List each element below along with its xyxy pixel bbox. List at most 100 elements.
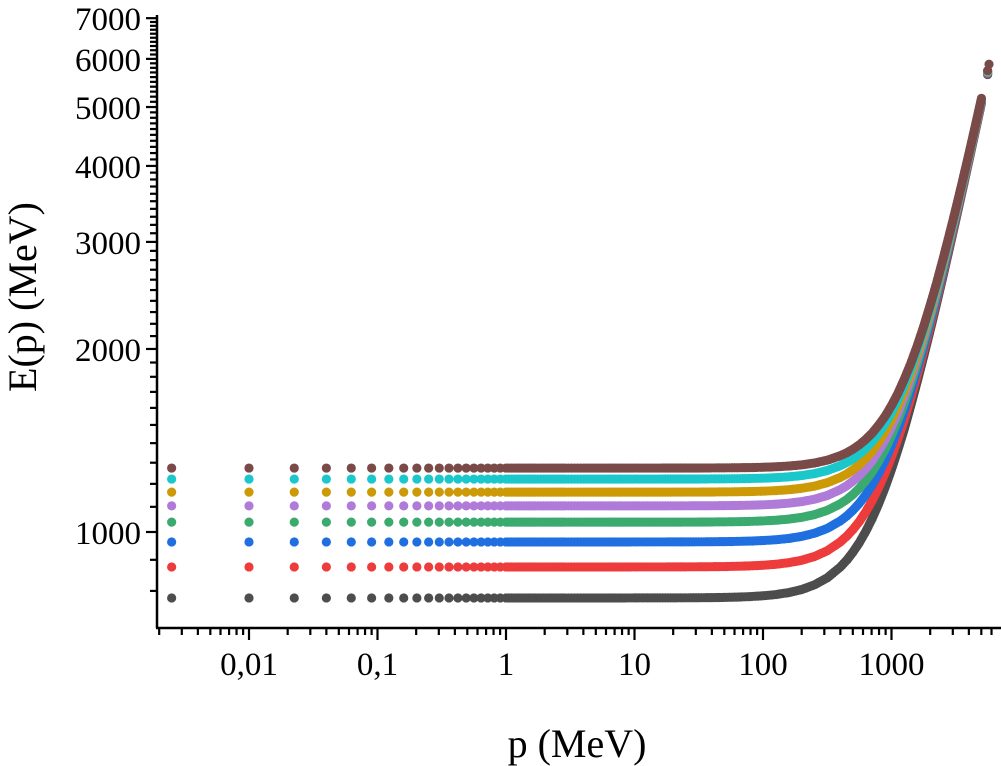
data-point (434, 517, 444, 527)
data-point (469, 517, 479, 527)
data-point (483, 562, 493, 572)
data-point (476, 501, 486, 511)
data-point (412, 593, 422, 603)
data-point (346, 463, 356, 473)
data-point (483, 537, 493, 547)
data-point (289, 487, 299, 497)
data-point (469, 593, 479, 603)
data-point (289, 463, 299, 473)
series-7 (167, 66, 993, 484)
x-axis-title: p (MeV) (508, 721, 647, 766)
data-point (399, 593, 409, 603)
data-point (434, 537, 444, 547)
data-point (384, 463, 394, 473)
data-point (984, 59, 994, 69)
y-tick-label: 3000 (75, 226, 141, 262)
y-axis-title: E(p) (MeV) (0, 202, 45, 392)
data-point (321, 517, 331, 527)
data-point (476, 474, 486, 484)
data-point (476, 517, 486, 527)
data-point (469, 463, 479, 473)
data-point (399, 487, 409, 497)
data-point (444, 593, 454, 603)
data-point (412, 517, 422, 527)
data-point (453, 517, 463, 527)
data-point (461, 463, 471, 473)
data-point (412, 463, 422, 473)
data-point (424, 501, 434, 511)
x-tick-label: 1000 (859, 647, 925, 683)
data-point (483, 487, 493, 497)
data-point (384, 474, 394, 484)
data-point (412, 562, 422, 572)
data-point (244, 593, 254, 603)
data-point (167, 517, 177, 527)
data-point (424, 562, 434, 572)
series-8 (167, 59, 994, 473)
data-point (244, 537, 254, 547)
data-point (444, 501, 454, 511)
data-point (483, 501, 493, 511)
data-point (167, 562, 177, 572)
data-point (461, 517, 471, 527)
y-tick-label: 6000 (75, 43, 141, 79)
data-point (469, 537, 479, 547)
data-point (483, 463, 493, 473)
data-point (476, 463, 486, 473)
data-point (453, 501, 463, 511)
data-point (367, 487, 377, 497)
x-tick-label: 1 (498, 647, 515, 683)
data-point (424, 593, 434, 603)
data-point (483, 593, 493, 603)
data-point (244, 501, 254, 511)
data-point (444, 562, 454, 572)
data-point (244, 487, 254, 497)
data-point (434, 487, 444, 497)
x-tick-label: 0,01 (220, 647, 278, 683)
data-point (399, 474, 409, 484)
data-point (367, 537, 377, 547)
data-point (384, 562, 394, 572)
data-point (476, 593, 486, 603)
data-point (469, 562, 479, 572)
data-point (399, 537, 409, 547)
data-point (453, 537, 463, 547)
data-point (399, 501, 409, 511)
data-point (453, 463, 463, 473)
data-point (384, 537, 394, 547)
x-tick-label: 100 (738, 647, 788, 683)
data-point (321, 562, 331, 572)
data-point (476, 487, 486, 497)
data-point (367, 463, 377, 473)
data-point (367, 517, 377, 527)
data-point (167, 593, 177, 603)
data-point (453, 474, 463, 484)
data-point (424, 474, 434, 484)
x-axis-ticks: 0,01 0,1 1 10 100 1000 (158, 628, 993, 683)
data-point (453, 593, 463, 603)
data-point (483, 517, 493, 527)
data-point (367, 501, 377, 511)
data-point (412, 501, 422, 511)
data-point (434, 474, 444, 484)
data-point (167, 487, 177, 497)
data-point (367, 474, 377, 484)
data-point (434, 562, 444, 572)
data-point (434, 593, 444, 603)
data-point (289, 537, 299, 547)
data-point (434, 463, 444, 473)
data-point (321, 537, 331, 547)
data-point (244, 474, 254, 484)
data-point (384, 501, 394, 511)
data-point (346, 517, 356, 527)
data-point (483, 474, 493, 484)
data-point (461, 474, 471, 484)
data-point (346, 537, 356, 547)
data-point (461, 593, 471, 603)
data-point (346, 593, 356, 603)
data-point (399, 463, 409, 473)
data-point (444, 487, 454, 497)
data-point (367, 562, 377, 572)
data-point (167, 501, 177, 511)
